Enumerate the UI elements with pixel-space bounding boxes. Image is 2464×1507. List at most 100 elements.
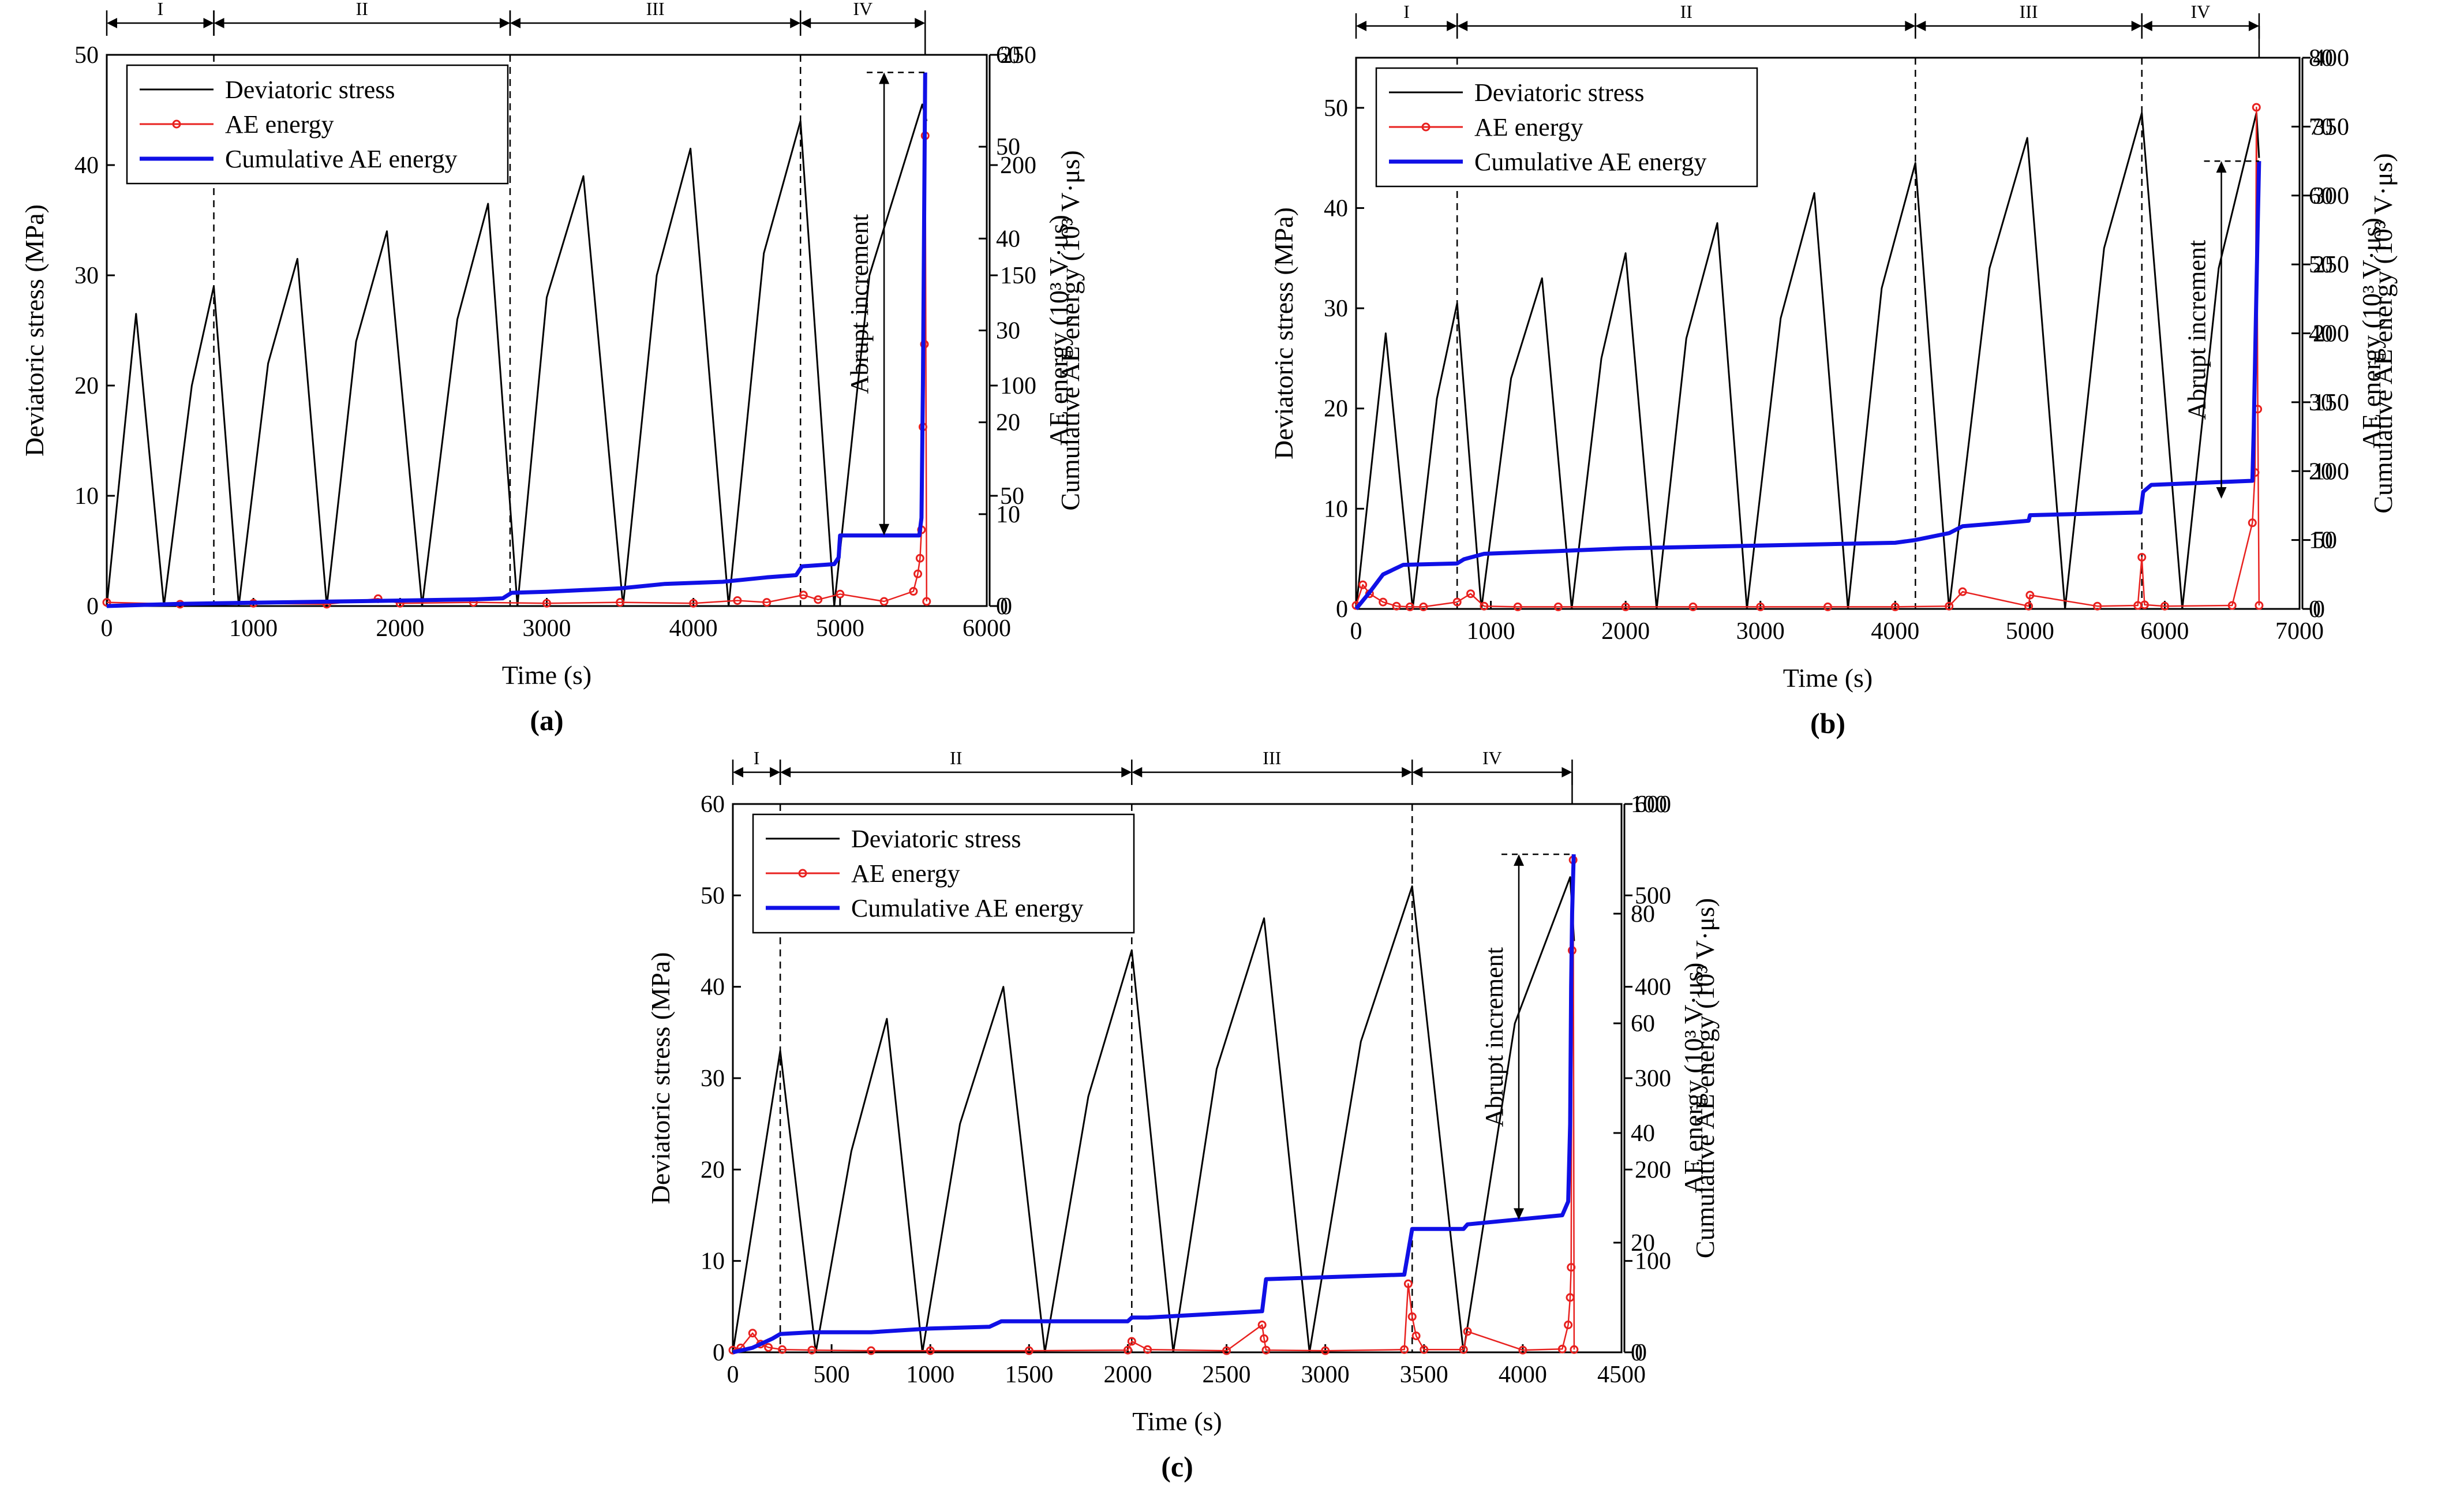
y3-tick-label: 300 (1635, 1065, 1671, 1092)
ae-energy-point (1400, 1345, 1409, 1354)
ae-energy-point (836, 589, 845, 599)
y2-tick-label: 50 (2309, 252, 2333, 278)
x-tick-label: 1000 (1467, 618, 1515, 645)
y3-tick-label: 400 (2313, 45, 2349, 72)
x-tick-label: 0 (727, 1362, 739, 1388)
ae-energy-point (909, 587, 918, 596)
ae-energy-point (913, 569, 923, 578)
x-tick-label: 0 (1350, 618, 1362, 645)
ae-energy-point (764, 1343, 773, 1352)
annotation-arrowhead-down (1514, 1208, 1525, 1220)
stage-label: I (754, 747, 760, 768)
ae-energy-point (915, 554, 924, 563)
ae-energy-point (1257, 1321, 1267, 1329)
legend-label: AE energy (1474, 113, 1583, 141)
y3-tick-label: 200 (1635, 1157, 1671, 1183)
ae-energy-point (1459, 1345, 1468, 1354)
ae-energy-point (1321, 1346, 1330, 1355)
ae-energy-point (1518, 1345, 1527, 1355)
y2-tick-label: 0 (996, 593, 1008, 620)
y2-tick-label: 100 (1631, 791, 1667, 818)
annotation-arrowhead-down (879, 523, 890, 536)
ae-energy-point (542, 599, 551, 608)
stage-arrow-right (1905, 21, 1916, 31)
x-tick-label: 3000 (1736, 618, 1785, 645)
x-tick-label: 3000 (523, 615, 571, 642)
y3-tick-label: 0 (1635, 1340, 1647, 1366)
ae-energy-point (926, 1346, 935, 1355)
y-tick-label: 50 (74, 42, 99, 69)
legend-label: Deviatoric stress (225, 76, 395, 104)
ae-energy-point (1358, 580, 1368, 589)
x-tick-label: 7000 (2275, 618, 2324, 645)
x-tick-label: 6000 (2140, 618, 2189, 645)
panel-label: (b) (1810, 707, 1845, 739)
chart-c-svg: 0 500 1000 1500 2000 2500 3000 3500 4000 45000102… (646, 747, 1720, 1483)
y2-tick-label: 20 (2309, 458, 2333, 485)
ae-energy-point (1557, 1344, 1567, 1353)
stage-arrow-right (2131, 21, 2142, 31)
annotation-arrowhead-up (1514, 854, 1525, 866)
legend-label: Cumulative AE energy (851, 894, 1083, 922)
ae-energy-point (1024, 1346, 1033, 1355)
stage-arrow-right (203, 18, 214, 28)
annotation-text: Abrupt increment (845, 214, 874, 394)
y2-tick-label: 20 (996, 410, 1020, 436)
stage-label: I (1403, 1, 1410, 22)
stage-arrow-right (915, 18, 926, 28)
y2-axis-label: AE energy (10³ V·μs) (1044, 215, 1073, 446)
y-tick-label: 30 (701, 1065, 725, 1092)
ae-energy-point (1419, 602, 1428, 611)
stage-arrow-left (1457, 21, 1468, 31)
y2-tick-label: 0 (2309, 596, 2321, 623)
y3-tick-label: 100 (1000, 373, 1036, 399)
y-axis-label: Deviatoric stress (MPa) (1269, 207, 1298, 459)
ae-energy-point (879, 597, 889, 606)
ae-energy-point (1480, 601, 1489, 611)
y-tick-label: 30 (1324, 296, 1348, 322)
ae-energy-point (1143, 1345, 1152, 1354)
y2-tick-label: 70 (2309, 114, 2333, 140)
ae-energy-point (748, 1329, 757, 1338)
panel-label: (c) (1161, 1450, 1193, 1483)
legend-label: Cumulative AE energy (225, 145, 457, 173)
ae-energy-point (1823, 602, 1832, 611)
x-axis-label: Time (s) (1783, 663, 1873, 693)
stage-label: III (646, 0, 665, 19)
stage-arrow-left (733, 767, 743, 777)
stress-curve (732, 876, 1575, 1353)
annotation-text: Abrupt increment (1480, 947, 1508, 1127)
annotation-arrowhead-up (879, 72, 890, 84)
y-tick-label: 10 (701, 1248, 725, 1275)
ae-energy-point (1553, 602, 1563, 611)
y3-tick-label: 250 (1000, 42, 1036, 69)
ae-energy-point (1261, 1345, 1271, 1355)
y2-tick-label: 60 (2309, 183, 2333, 210)
stage-label: I (157, 0, 163, 19)
ae-energy-point (1566, 1293, 1575, 1302)
y3-tick-label: 200 (2313, 321, 2349, 347)
y-tick-label: 20 (74, 373, 99, 399)
ae-energy-point (1463, 1327, 1472, 1336)
x-tick-label: 5000 (2006, 618, 2054, 645)
ae-energy-curve (106, 134, 928, 605)
x-tick-label: 1000 (906, 1362, 954, 1388)
x-tick-label: 3000 (1301, 1362, 1350, 1388)
y3-tick-label: 250 (2313, 252, 2349, 278)
legend-label: AE energy (225, 110, 334, 139)
stage-arrow-left (800, 18, 811, 28)
ae-energy-point (922, 597, 931, 606)
x-tick-label: 4000 (669, 615, 718, 642)
x-tick-label: 2000 (376, 615, 424, 642)
stage-arrow-left (214, 18, 224, 28)
ae-energy-point (2255, 601, 2264, 610)
ae-energy-point (1392, 601, 1401, 611)
ae-energy-point (616, 598, 625, 607)
x-tick-label: 1500 (1005, 1362, 1053, 1388)
legend-swatch-ae-marker (172, 119, 181, 129)
stage-arrow-left (510, 18, 520, 28)
stage-arrow-left (780, 767, 791, 777)
y-axis-label: Deviatoric stress (MPa) (646, 952, 675, 1205)
y2-tick-label: 80 (1631, 901, 1655, 928)
y3-tick-label: 100 (2313, 458, 2349, 485)
